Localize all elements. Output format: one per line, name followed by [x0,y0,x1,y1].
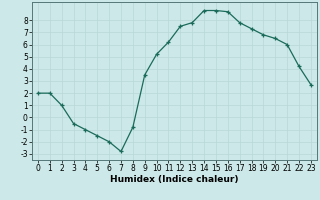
X-axis label: Humidex (Indice chaleur): Humidex (Indice chaleur) [110,175,239,184]
